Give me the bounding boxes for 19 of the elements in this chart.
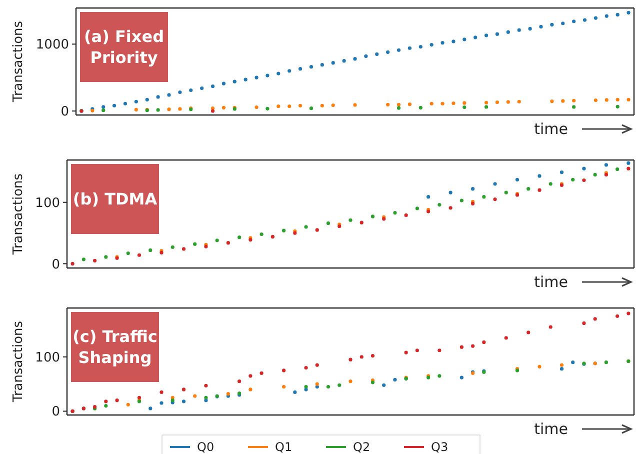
x-axis-title: time — [534, 120, 568, 138]
y-tick-label: 0 — [52, 404, 60, 420]
y-tick-label: 100 — [35, 196, 60, 211]
y-tick-label: 0 — [52, 257, 60, 272]
legend-label: Q0 — [197, 440, 214, 454]
text: (c) Traffic Shaping — [72, 327, 158, 368]
legend-label: Q1 — [275, 440, 292, 454]
x-axis-title: time — [534, 273, 568, 291]
text: (b) TDMA — [72, 190, 158, 209]
legend-label: Q2 — [353, 440, 370, 454]
y-tick-label: 0 — [60, 104, 69, 120]
y-axis-title: Transactions — [11, 20, 26, 104]
y-axis-title: Transactions — [11, 320, 26, 404]
y-tick-label: 100 — [35, 350, 60, 366]
y-axis-title: Transactions — [11, 173, 26, 256]
text: (a) Fixed Priority — [84, 27, 164, 68]
y-tick-label: 1000 — [36, 38, 69, 53]
legend-label: Q3 — [431, 440, 448, 454]
x-axis-title: time — [534, 420, 568, 438]
